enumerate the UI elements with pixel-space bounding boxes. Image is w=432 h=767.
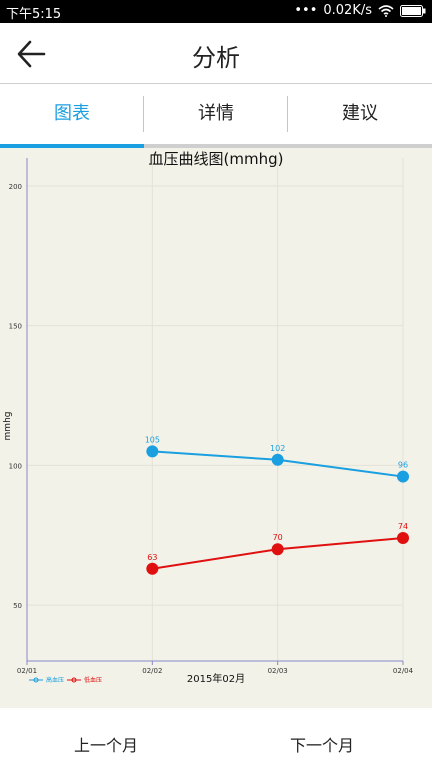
data-point [146, 562, 159, 575]
x-tick-label: 02/03 [268, 667, 288, 675]
back-arrow-icon[interactable] [14, 37, 48, 71]
legend-label: 低血压 [84, 676, 102, 684]
prev-month-button[interactable]: 上一个月 [74, 736, 139, 755]
more-dots-icon: ••• [294, 3, 318, 18]
next-month-button[interactable]: 下一个月 [290, 736, 355, 755]
data-point [397, 532, 409, 545]
tab-divider [287, 96, 288, 132]
y-axis-label: mmhg [3, 412, 13, 441]
app-header: 分析 [0, 23, 432, 84]
status-time: 下午5:15 [6, 7, 62, 22]
y-tick-label: 50 [13, 602, 22, 610]
page-title: 分析 [192, 44, 240, 72]
footer: 上一个月 下一个月 [0, 708, 432, 767]
blood-pressure-chart: 血压曲线图(mmhg) mmhg 2015年02月 50 100 150 200 02/… [3, 150, 414, 685]
chart-title: 血压曲线图(mmhg) [149, 150, 284, 168]
y-tick-label: 100 [9, 462, 22, 470]
tab-indicator-advice [288, 144, 432, 148]
legend-marker [33, 677, 39, 683]
chart-panel: 血压曲线图(mmhg) mmhg 2015年02月 50 100 150 200 02/… [0, 148, 432, 708]
data-label: 63 [147, 553, 157, 562]
x-tick-label: 02/02 [142, 667, 162, 675]
tab-indicator-chart [0, 144, 144, 148]
tab-chart[interactable]: 图表 [54, 103, 90, 124]
tab-details[interactable]: 详情 [198, 103, 234, 124]
legend-marker [71, 677, 77, 683]
data-point [271, 453, 284, 466]
status-bar: 下午5:15 ••• 0.02K/s [0, 0, 432, 23]
x-axis-label: 2015年02月 [187, 672, 245, 685]
wifi-icon [378, 4, 394, 17]
y-tick-label: 200 [9, 183, 22, 191]
legend-label: 高血压 [46, 676, 64, 684]
x-tick-label: 02/04 [393, 667, 414, 675]
data-label: 74 [398, 522, 408, 531]
data-point [271, 543, 284, 556]
data-point [146, 445, 159, 458]
data-point [397, 470, 409, 483]
tab-divider [143, 96, 144, 132]
data-label: 96 [398, 461, 408, 470]
net-speed: 0.02K/s [323, 3, 372, 18]
data-label: 70 [273, 533, 283, 542]
battery-icon [400, 4, 426, 17]
status-right: ••• 0.02K/s [294, 3, 426, 18]
x-tick-label: 02/01 [17, 667, 37, 675]
tab-indicator-details [144, 144, 288, 148]
data-label: 102 [270, 444, 285, 453]
tab-bar: 图表 详情 建议 [0, 84, 432, 148]
tab-advice[interactable]: 建议 [342, 103, 378, 124]
y-tick-label: 150 [9, 323, 22, 331]
data-label: 105 [145, 435, 160, 444]
